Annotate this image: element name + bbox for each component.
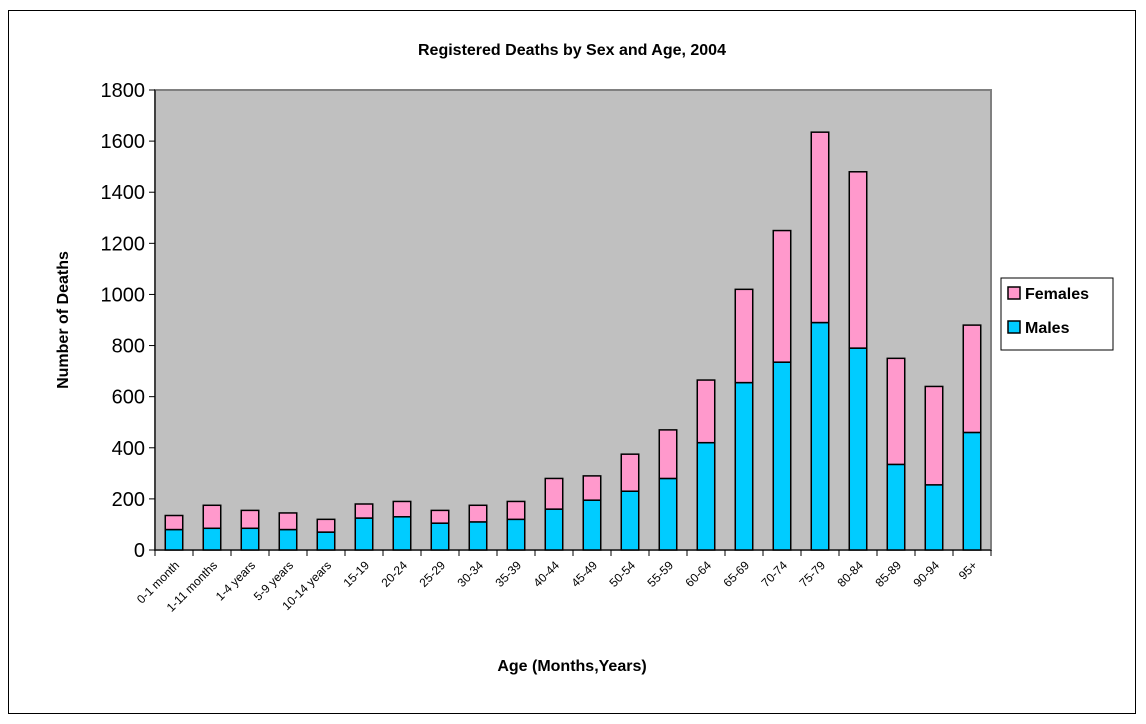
bar-males [696, 441, 716, 551]
y-tick-label: 1200 [101, 233, 146, 255]
bar-females [278, 512, 298, 531]
legend-swatch-males [1007, 320, 1021, 334]
bar-males [734, 381, 754, 551]
bar-females [848, 171, 868, 349]
bar-females [240, 509, 260, 530]
x-tick-label: 70-74 [759, 558, 791, 590]
x-tick-label: 45-49 [569, 558, 601, 590]
bar-females [810, 131, 830, 324]
bar-males [924, 484, 944, 551]
legend-swatch-females [1007, 286, 1021, 300]
x-tick-label: 25-29 [417, 558, 449, 590]
bar-females [430, 509, 450, 524]
x-tick-label: 65-69 [721, 558, 753, 590]
y-tick-label: 0 [134, 540, 145, 562]
y-tick-label: 1400 [101, 182, 146, 204]
legend-label-males: Males [1025, 320, 1070, 337]
bar-females [658, 429, 678, 480]
x-tick-label: 1-4 years [213, 558, 258, 603]
bar-males [506, 518, 526, 551]
bar-males [392, 516, 412, 551]
bar-males [430, 522, 450, 551]
bar-males [240, 527, 260, 551]
bar-females [886, 357, 906, 466]
bar-females [772, 229, 792, 363]
bar-females [962, 324, 982, 434]
bar-females [696, 379, 716, 444]
bar-males [316, 531, 336, 551]
x-tick-label: 95+ [956, 558, 980, 582]
y-tick-label: 400 [112, 438, 145, 460]
x-tick-label: 60-64 [683, 558, 715, 590]
bar-males [848, 347, 868, 551]
legend-label-females: Females [1025, 286, 1089, 303]
y-tick-label: 600 [112, 387, 145, 409]
x-tick-label: 85-89 [873, 558, 905, 590]
x-tick-label: 20-24 [379, 558, 411, 590]
bar-females [316, 518, 336, 533]
x-tick-label: 50-54 [607, 558, 639, 590]
x-tick-label: 15-19 [341, 558, 373, 590]
x-tick-label: 80-84 [835, 558, 867, 590]
bar-males [810, 321, 830, 551]
bar-females [392, 500, 412, 518]
bar-females [164, 514, 184, 531]
x-tick-label: 40-44 [531, 558, 563, 590]
chart-title: Registered Deaths by Sex and Age, 2004 [418, 42, 726, 59]
bar-females [734, 288, 754, 384]
bar-males [468, 521, 488, 551]
legend: Females Males [1000, 277, 1114, 351]
bar-females [924, 385, 944, 486]
x-tick-label: 90-94 [911, 558, 943, 590]
bar-males [582, 499, 602, 551]
bar-males [886, 463, 906, 551]
x-tick-label: 35-39 [493, 558, 525, 590]
y-tick-label: 1600 [101, 131, 146, 153]
y-tick-label: 800 [112, 336, 145, 358]
x-axis-title: Age (Months,Years) [497, 658, 646, 675]
bar-males [658, 477, 678, 551]
y-axis-title: Number of Deaths [55, 251, 72, 389]
bar-females [468, 504, 488, 523]
bar-males [164, 528, 184, 551]
y-axis: 0 200 400 600 800 1000 1200 1400 1600 1800 [101, 80, 156, 562]
bar-females [506, 500, 526, 521]
bar-males [962, 431, 982, 551]
bar-females [544, 477, 564, 510]
x-tick-label: 30-34 [455, 558, 487, 590]
y-tick-label: 200 [112, 489, 145, 511]
bar-males [354, 517, 374, 551]
bar-females [202, 504, 222, 530]
y-tick-label: 1800 [101, 80, 146, 102]
x-tick-label: 55-59 [645, 558, 677, 590]
bar-males [772, 361, 792, 551]
bar-males [620, 490, 640, 551]
x-tick-label: 75-79 [797, 558, 829, 590]
bar-females [582, 475, 602, 501]
y-tick-label: 1000 [101, 284, 146, 306]
bar-males [278, 528, 298, 551]
bar-females [354, 503, 374, 519]
bar-females [620, 453, 640, 492]
bar-males [202, 527, 222, 551]
bar-males [544, 508, 564, 551]
